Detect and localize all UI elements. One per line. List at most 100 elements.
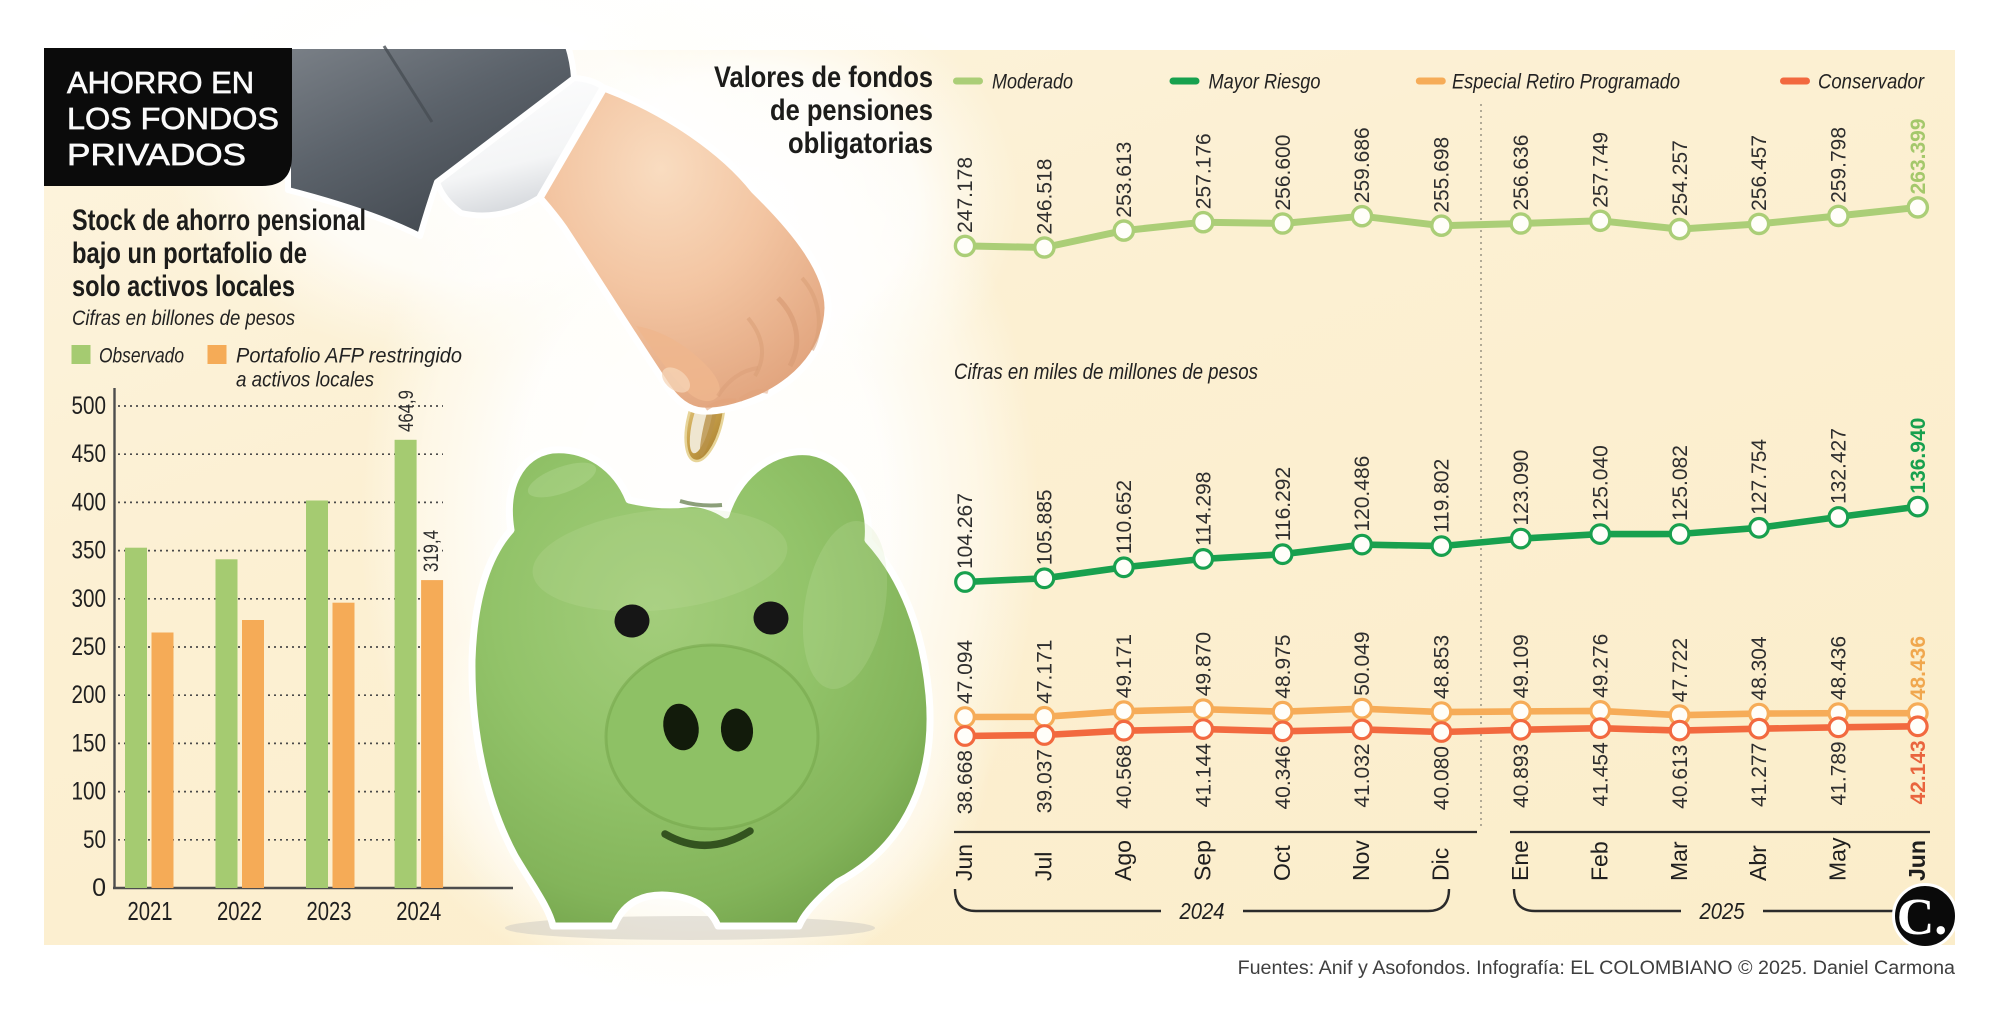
- svg-text:450: 450: [72, 440, 107, 468]
- svg-text:Ene: Ene: [1507, 840, 1533, 881]
- svg-text:49.276: 49.276: [1589, 634, 1612, 698]
- svg-text:2025: 2025: [1699, 898, 1746, 924]
- svg-text:256.457: 256.457: [1748, 135, 1771, 211]
- svg-text:2024: 2024: [1179, 898, 1225, 924]
- svg-text:256.636: 256.636: [1510, 135, 1533, 211]
- svg-text:104.267: 104.267: [954, 493, 977, 569]
- svg-text:350: 350: [72, 537, 107, 565]
- svg-text:Dic: Dic: [1428, 848, 1454, 881]
- svg-text:464,9: 464,9: [394, 390, 418, 432]
- svg-text:Fuentes: Anif y Asofondos. Inf: Fuentes: Anif y Asofondos. Infografía: E…: [1238, 957, 1955, 979]
- svg-text:Oct: Oct: [1269, 845, 1295, 881]
- svg-text:400: 400: [72, 488, 107, 516]
- svg-text:2023: 2023: [307, 898, 352, 926]
- svg-text:solo activos locales: solo activos locales: [72, 270, 295, 303]
- svg-text:49.171: 49.171: [1113, 634, 1136, 698]
- svg-text:Mar: Mar: [1666, 841, 1692, 881]
- svg-text:200: 200: [72, 681, 107, 709]
- svg-text:100: 100: [72, 778, 107, 806]
- svg-text:Abr: Abr: [1745, 845, 1771, 881]
- svg-text:Stock de ahorro pensional: Stock de ahorro pensional: [72, 204, 366, 237]
- svg-text:319,4: 319,4: [419, 530, 443, 572]
- svg-text:136.940: 136.940: [1907, 418, 1930, 494]
- svg-text:49.870: 49.870: [1192, 632, 1215, 696]
- svg-text:254.257: 254.257: [1669, 140, 1692, 216]
- svg-text:42.143: 42.143: [1907, 740, 1930, 804]
- svg-text:47.722: 47.722: [1669, 638, 1692, 702]
- svg-text:120.486: 120.486: [1351, 456, 1374, 532]
- svg-text:41.454: 41.454: [1589, 742, 1612, 807]
- svg-text:40.080: 40.080: [1431, 746, 1454, 810]
- svg-text:Jun: Jun: [951, 844, 977, 881]
- svg-text:Feb: Feb: [1586, 841, 1612, 881]
- svg-text:48.436: 48.436: [1828, 636, 1851, 700]
- svg-text:48.436: 48.436: [1907, 636, 1930, 700]
- svg-text:0: 0: [92, 874, 106, 902]
- svg-text:2021: 2021: [128, 898, 173, 926]
- svg-text:123.090: 123.090: [1510, 450, 1533, 526]
- svg-text:Conservador: Conservador: [1818, 70, 1925, 94]
- svg-text:114.298: 114.298: [1192, 472, 1215, 546]
- svg-text:48.975: 48.975: [1272, 634, 1295, 698]
- svg-text:obligatorias: obligatorias: [788, 127, 933, 160]
- svg-text:Portafolio AFP restringido: Portafolio AFP restringido: [236, 345, 462, 368]
- svg-text:116.292: 116.292: [1272, 467, 1295, 541]
- svg-text:Ago: Ago: [1110, 840, 1136, 881]
- svg-text:132.427: 132.427: [1828, 428, 1851, 504]
- svg-text:500: 500: [72, 392, 107, 420]
- svg-text:259.686: 259.686: [1351, 127, 1374, 203]
- svg-text:40.893: 40.893: [1510, 744, 1533, 808]
- svg-text:May: May: [1825, 837, 1851, 881]
- svg-text:38.668: 38.668: [954, 750, 977, 814]
- svg-text:de pensiones: de pensiones: [770, 94, 933, 127]
- svg-text:2022: 2022: [217, 898, 262, 926]
- svg-text:150: 150: [72, 729, 107, 757]
- svg-text:50: 50: [83, 826, 106, 854]
- svg-text:40.568: 40.568: [1113, 745, 1136, 809]
- svg-text:Valores de fondos: Valores de fondos: [714, 61, 933, 94]
- svg-text:39.037: 39.037: [1034, 749, 1057, 813]
- svg-text:110.652: 110.652: [1113, 480, 1136, 554]
- svg-text:247.178: 247.178: [954, 157, 977, 233]
- svg-text:Jun: Jun: [1904, 840, 1930, 881]
- svg-text:Cifras en miles de millones de: Cifras en miles de millones de pesos: [954, 359, 1258, 384]
- svg-text:Moderado: Moderado: [992, 70, 1073, 94]
- svg-text:48.304: 48.304: [1748, 636, 1771, 701]
- svg-text:bajo un portafolio de: bajo un portafolio de: [72, 237, 307, 270]
- svg-text:50.049: 50.049: [1351, 631, 1374, 695]
- svg-text:40.346: 40.346: [1272, 745, 1295, 809]
- svg-text:125.082: 125.082: [1669, 445, 1692, 521]
- svg-text:a activos locales: a activos locales: [236, 369, 374, 392]
- svg-text:253.613: 253.613: [1113, 142, 1136, 218]
- svg-text:Observado: Observado: [99, 345, 184, 368]
- svg-text:105.885: 105.885: [1034, 489, 1057, 565]
- svg-text:PRIVADOS: PRIVADOS: [67, 137, 246, 172]
- svg-text:40.613: 40.613: [1669, 745, 1692, 809]
- svg-text:Sep: Sep: [1189, 840, 1215, 881]
- svg-text:41.277: 41.277: [1748, 743, 1771, 807]
- svg-text:257.176: 257.176: [1192, 133, 1215, 209]
- svg-text:257.749: 257.749: [1589, 132, 1612, 208]
- svg-text:AHORRO EN: AHORRO EN: [67, 65, 254, 100]
- svg-text:LOS FONDOS: LOS FONDOS: [67, 101, 279, 136]
- svg-text:259.798: 259.798: [1828, 127, 1851, 203]
- svg-text:255.698: 255.698: [1431, 137, 1454, 213]
- svg-text:263.399: 263.399: [1907, 118, 1930, 194]
- svg-text:Especial Retiro Programado: Especial Retiro Programado: [1452, 70, 1680, 94]
- svg-text:250: 250: [72, 633, 107, 661]
- svg-text:246.518: 246.518: [1034, 159, 1057, 235]
- svg-text:49.109: 49.109: [1510, 634, 1533, 698]
- svg-text:41.144: 41.144: [1192, 743, 1215, 808]
- svg-text:Mayor Riesgo: Mayor Riesgo: [1209, 70, 1321, 94]
- svg-text:47.171: 47.171: [1034, 640, 1057, 704]
- svg-text:127.754: 127.754: [1748, 439, 1771, 515]
- svg-text:Cifras en billones de pesos: Cifras en billones de pesos: [72, 307, 295, 330]
- svg-text:256.600: 256.600: [1272, 135, 1295, 211]
- svg-text:41.032: 41.032: [1351, 743, 1374, 807]
- svg-text:2024: 2024: [396, 898, 441, 926]
- svg-text:119.802: 119.802: [1431, 459, 1454, 533]
- svg-text:125.040: 125.040: [1589, 445, 1612, 521]
- svg-text:48.853: 48.853: [1431, 635, 1454, 699]
- svg-text:41.789: 41.789: [1828, 741, 1851, 805]
- svg-text:47.094: 47.094: [954, 639, 977, 704]
